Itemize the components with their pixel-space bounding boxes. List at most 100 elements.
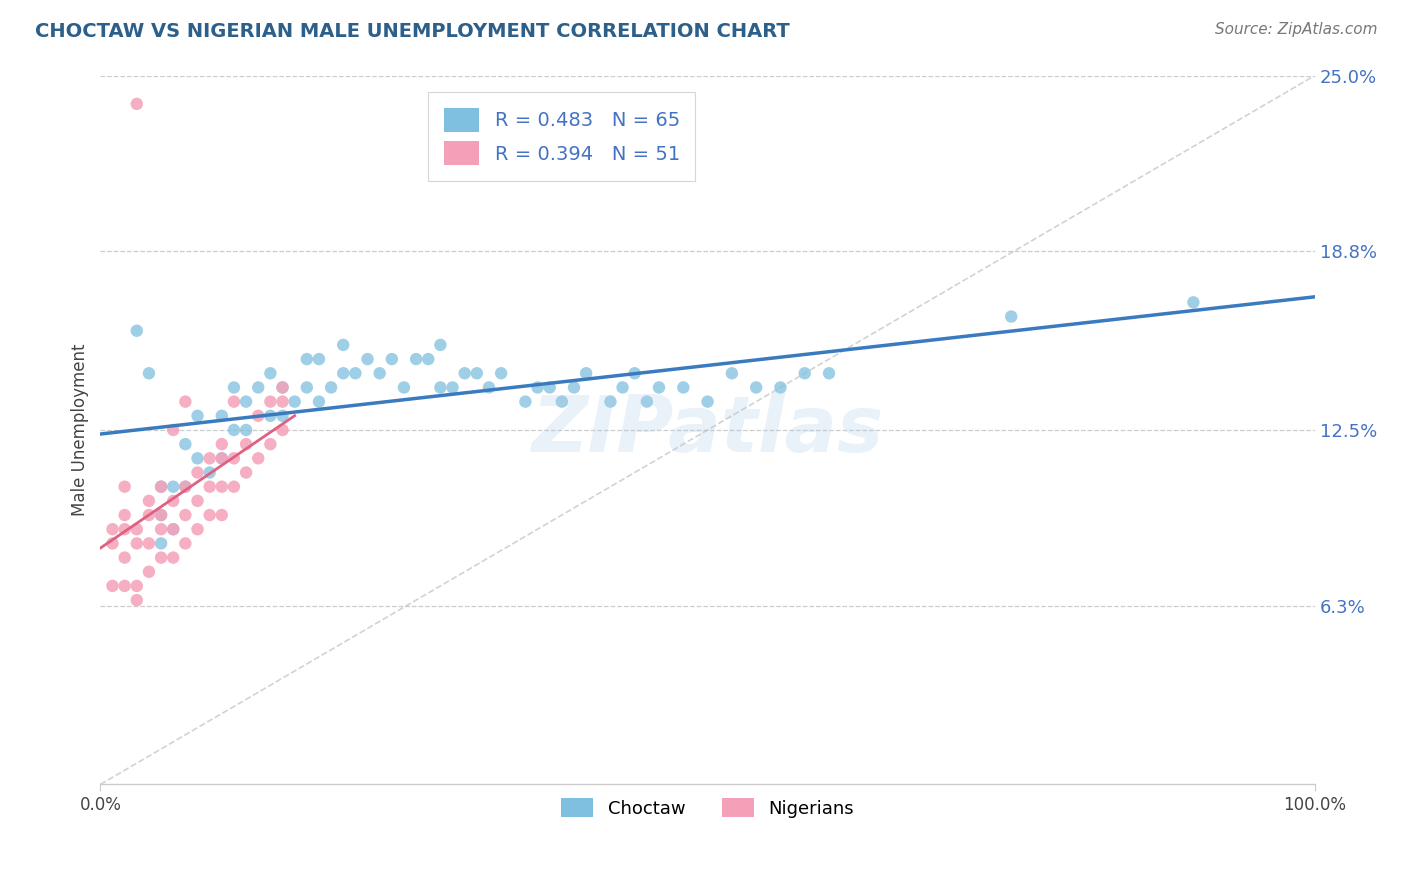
Point (769, 380, 792, 394)
Point (489, 366, 512, 380)
Point (259, 366, 281, 380)
Point (125, 593, 148, 607)
Point (308, 394, 330, 409)
Point (162, 480, 184, 494)
Point (429, 380, 451, 394)
Point (793, 366, 815, 380)
Point (150, 508, 173, 522)
Y-axis label: Male Unemployment: Male Unemployment (72, 343, 89, 516)
Point (271, 394, 294, 409)
Point (125, 96, 148, 111)
Point (247, 451, 270, 466)
Point (101, 579, 124, 593)
Point (162, 522, 184, 536)
Point (125, 522, 148, 536)
Point (138, 366, 160, 380)
Point (150, 508, 173, 522)
Point (1182, 295, 1205, 310)
Point (319, 380, 342, 394)
Point (284, 394, 307, 409)
Point (721, 366, 744, 380)
Point (174, 508, 197, 522)
Point (235, 394, 257, 409)
Point (478, 380, 501, 394)
Point (295, 352, 318, 367)
Point (405, 352, 427, 367)
Point (150, 480, 173, 494)
Point (465, 366, 488, 380)
Point (295, 380, 318, 394)
Point (198, 466, 221, 480)
Point (138, 565, 160, 579)
Point (162, 423, 184, 437)
Point (186, 466, 208, 480)
Point (235, 466, 257, 480)
Point (429, 338, 451, 352)
Point (222, 451, 245, 466)
Point (114, 550, 136, 565)
Point (247, 380, 270, 394)
Point (174, 437, 197, 451)
Point (114, 522, 136, 536)
Point (745, 380, 768, 394)
Point (114, 480, 136, 494)
Point (271, 409, 294, 423)
Point (125, 536, 148, 550)
Point (612, 380, 634, 394)
Point (332, 338, 354, 352)
Point (174, 394, 197, 409)
Text: ZIPatlas: ZIPatlas (531, 392, 884, 468)
Point (332, 366, 354, 380)
Point (1000, 310, 1022, 324)
Point (174, 480, 197, 494)
Point (211, 451, 233, 466)
Point (138, 494, 160, 508)
Point (259, 394, 281, 409)
Point (818, 366, 841, 380)
Point (392, 380, 415, 394)
Point (418, 352, 440, 367)
Point (222, 480, 245, 494)
Point (368, 366, 391, 380)
Point (211, 437, 233, 451)
Point (222, 423, 245, 437)
Point (623, 366, 645, 380)
Point (198, 508, 221, 522)
Point (648, 380, 671, 394)
Point (562, 380, 585, 394)
Point (186, 451, 208, 466)
Point (162, 550, 184, 565)
Point (186, 494, 208, 508)
Point (222, 380, 245, 394)
Point (125, 579, 148, 593)
Point (150, 536, 173, 550)
Point (211, 480, 233, 494)
Point (672, 380, 695, 394)
Point (101, 536, 124, 550)
Point (538, 380, 561, 394)
Point (174, 536, 197, 550)
Point (515, 394, 537, 409)
Point (211, 409, 233, 423)
Point (441, 380, 464, 394)
Point (138, 508, 160, 522)
Point (174, 480, 197, 494)
Text: CHOCTAW VS NIGERIAN MALE UNEMPLOYMENT CORRELATION CHART: CHOCTAW VS NIGERIAN MALE UNEMPLOYMENT CO… (35, 22, 790, 41)
Point (150, 480, 173, 494)
Point (696, 394, 718, 409)
Point (186, 522, 208, 536)
Point (356, 352, 378, 367)
Point (198, 451, 221, 466)
Point (344, 366, 367, 380)
Point (259, 437, 281, 451)
Point (125, 324, 148, 338)
Point (150, 522, 173, 536)
Point (114, 508, 136, 522)
Point (162, 522, 184, 536)
Point (162, 494, 184, 508)
Point (211, 451, 233, 466)
Point (271, 380, 294, 394)
Point (551, 394, 574, 409)
Point (101, 522, 124, 536)
Point (138, 536, 160, 550)
